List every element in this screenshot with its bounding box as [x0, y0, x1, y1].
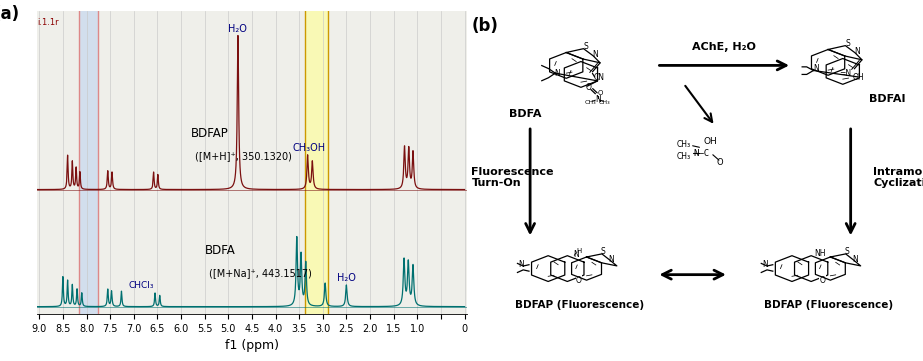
Text: (a): (a) — [0, 5, 20, 23]
Text: H₂O: H₂O — [337, 273, 356, 283]
Text: CH₃: CH₃ — [585, 100, 596, 105]
Text: O: O — [716, 158, 723, 167]
Text: Fluorescence
Turn-On: Fluorescence Turn-On — [472, 167, 554, 188]
Text: N: N — [608, 255, 614, 264]
Text: N: N — [519, 260, 524, 269]
Text: N: N — [852, 255, 857, 264]
Text: ([M+Na]⁺, 443.1517): ([M+Na]⁺, 443.1517) — [210, 268, 312, 278]
Text: (b): (b) — [472, 17, 498, 35]
Text: BDFA: BDFA — [205, 244, 235, 257]
Text: N—C: N—C — [693, 149, 710, 158]
Text: O: O — [597, 90, 603, 96]
Text: O: O — [586, 83, 592, 92]
Text: S: S — [601, 247, 605, 256]
Text: CH₃: CH₃ — [599, 100, 610, 105]
Text: BDFAP (Fluorescence): BDFAP (Fluorescence) — [763, 300, 893, 310]
X-axis label: f1 (ppm): f1 (ppm) — [225, 339, 279, 352]
Text: Intramolecular
Cyclization: Intramolecular Cyclization — [873, 167, 923, 188]
Text: CH₃: CH₃ — [677, 140, 690, 149]
Text: O: O — [820, 276, 825, 285]
Text: N: N — [593, 50, 598, 59]
Text: N: N — [594, 95, 601, 104]
Text: OH: OH — [704, 137, 717, 146]
Text: NH: NH — [814, 249, 826, 258]
Text: BDFAP (Fluorescence): BDFAP (Fluorescence) — [515, 300, 644, 310]
Text: S: S — [845, 247, 849, 256]
Text: AChE, H₂O: AChE, H₂O — [692, 42, 756, 52]
Text: N: N — [573, 250, 580, 259]
Text: O: O — [576, 276, 581, 285]
Bar — [305, 1, 329, 316]
Text: BDFA: BDFA — [509, 109, 542, 119]
Text: N: N — [762, 260, 768, 269]
Text: CN: CN — [593, 73, 605, 82]
Text: N: N — [855, 47, 860, 56]
Text: N: N — [555, 69, 560, 78]
Text: CH₃OH: CH₃OH — [293, 143, 326, 153]
Text: S: S — [845, 39, 850, 48]
Text: i.1.1r: i.1.1r — [38, 18, 59, 27]
Text: ([M+H]⁺, 350.1320): ([M+H]⁺, 350.1320) — [195, 151, 292, 161]
Text: BDFAP: BDFAP — [190, 127, 228, 140]
Text: H₂O: H₂O — [228, 25, 247, 34]
Text: =N: =N — [839, 69, 851, 78]
Text: S: S — [583, 42, 588, 51]
Text: N: N — [813, 64, 819, 73]
Text: H: H — [576, 248, 581, 253]
Text: CH₃: CH₃ — [677, 152, 690, 161]
Text: CHCl₃: CHCl₃ — [128, 281, 153, 290]
Bar — [79, 1, 99, 316]
Text: OH: OH — [853, 73, 865, 82]
Text: BDFAI: BDFAI — [869, 94, 905, 104]
